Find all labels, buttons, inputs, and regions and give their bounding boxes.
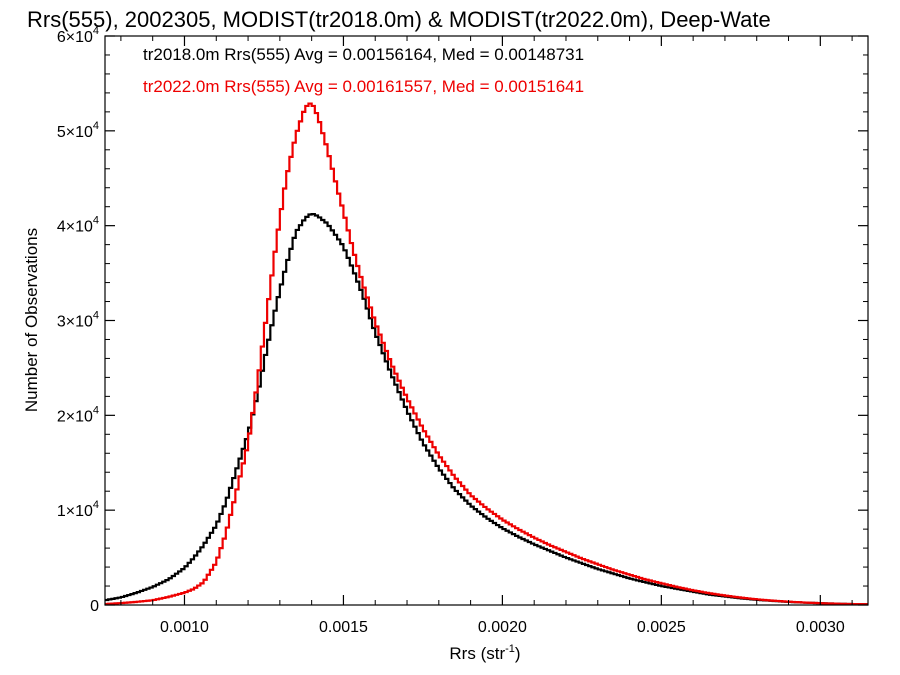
y-axis: 0 1×104 2×104 3×104 4×104 5×104 6×104	[57, 25, 868, 615]
x-axis-label-close: )	[515, 644, 521, 663]
x-tick-label: 0.0010	[160, 619, 209, 636]
series-tr2022-histogram	[105, 102, 868, 606]
y-tick-label: 6×104	[57, 25, 99, 46]
x-tick-label: 0.0015	[319, 619, 368, 636]
x-tick-label: 0.0020	[478, 619, 527, 636]
series-layer	[105, 102, 868, 606]
y-tick-label: 5×104	[57, 120, 99, 141]
series-tr2018-histogram	[105, 212, 868, 606]
y-tick-label: 2×104	[57, 404, 99, 425]
x-axis-label: Rrs (str-1)	[449, 643, 520, 663]
y-axis-label: Number of Observations	[22, 228, 41, 412]
plot-frame	[104, 35, 869, 606]
x-axis-label-exponent: -1	[505, 643, 515, 655]
y-tick-label: 4×104	[57, 215, 99, 236]
y-tick-label: 0	[90, 598, 99, 615]
x-tick-label: 0.0030	[796, 619, 845, 636]
chart-title: Rrs(555), 2002305, MODIST(tr2018.0m) & M…	[27, 7, 771, 32]
x-axis: 0.0010 0.0015 0.0020 0.0025 0.0030	[120, 36, 853, 636]
annotation-tr2018: tr2018.0m Rrs(555) Avg = 0.00156164, Med…	[143, 45, 584, 64]
annotation-tr2022: tr2022.0m Rrs(555) Avg = 0.00161557, Med…	[143, 77, 584, 96]
y-tick-label: 1×104	[57, 499, 99, 520]
x-tick-label: 0.0025	[637, 619, 686, 636]
y-tick-label: 3×104	[57, 310, 99, 331]
x-axis-label-main: Rrs (str	[449, 644, 505, 663]
